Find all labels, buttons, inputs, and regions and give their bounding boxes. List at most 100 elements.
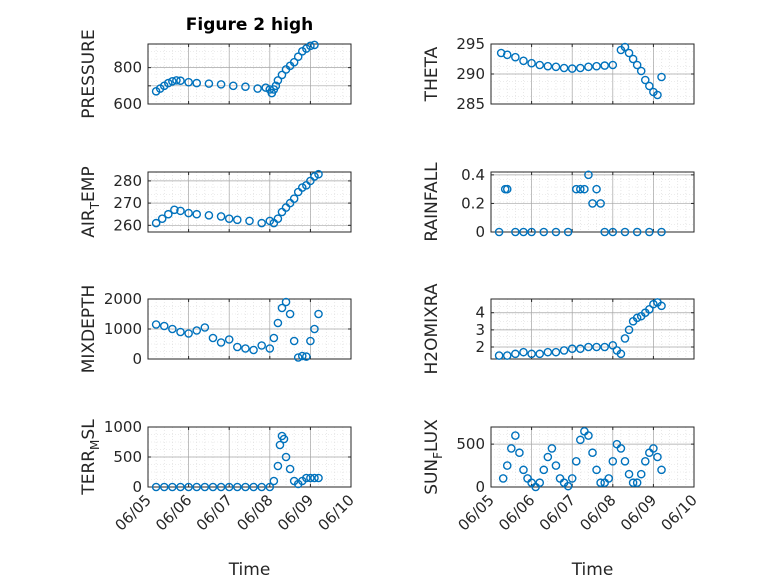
data-point (233, 342, 242, 352)
y-axis-label-subscript: T (88, 201, 102, 210)
data-point (184, 208, 193, 218)
data-point (273, 214, 283, 223)
data-point (302, 473, 311, 483)
data-point (265, 482, 275, 492)
data-point (547, 444, 557, 453)
y-tick-label: 285 (456, 95, 485, 113)
data-point (273, 76, 283, 85)
data-point (600, 342, 609, 352)
data-point (257, 482, 266, 492)
data-point (269, 333, 279, 343)
data-point (657, 465, 666, 475)
y-axis-label: TERRMSL (79, 419, 102, 496)
subplot-4: 0 0.2 0.4 RAINFALL (422, 162, 695, 242)
data-point (551, 227, 561, 237)
data-point (200, 482, 210, 492)
y-tick-label: 295 (456, 35, 485, 53)
chart-title: Figure 2 high (186, 15, 314, 35)
y-axis-label: RAINFALL (422, 162, 442, 242)
data-point (279, 434, 289, 444)
data-point (176, 206, 185, 216)
subplot-3: 260 270 280 AIRTEMP (79, 166, 352, 238)
data-point (584, 342, 593, 352)
data-point (551, 461, 561, 470)
data-point (257, 341, 266, 350)
data-point (624, 48, 634, 58)
subplot-1: 600 800 PRESSURE Figure 2 high (79, 15, 352, 119)
data-point (571, 456, 581, 466)
data-point (168, 76, 177, 86)
y-tick-label: 290 (456, 65, 485, 83)
data-point (640, 456, 650, 466)
data-point (233, 215, 242, 225)
y-tick-label: 2 (475, 338, 485, 356)
data-point (253, 84, 262, 93)
data-point (576, 344, 585, 354)
data-point (271, 81, 281, 91)
y-axis-label-main: TERR (79, 450, 99, 496)
data-point (275, 440, 285, 450)
data-point (168, 482, 177, 492)
data-point (592, 342, 601, 352)
data-point (281, 452, 291, 462)
data-point (151, 320, 161, 329)
data-point (584, 170, 593, 180)
y-tick-label: 0 (132, 478, 142, 496)
data-point (539, 465, 549, 475)
y-tick-label: 260 (113, 216, 142, 234)
data-point (176, 327, 185, 337)
data-point (649, 299, 658, 309)
y-tick-label: 0.2 (461, 194, 485, 212)
data-point (653, 452, 662, 462)
data-point (563, 481, 573, 491)
y-tick-label: 600 (113, 95, 142, 113)
data-point (208, 482, 218, 492)
data-point (551, 62, 561, 72)
data-point (657, 72, 666, 82)
data-point (269, 476, 279, 486)
data-point (502, 351, 512, 360)
y-tick-label: 0 (475, 223, 485, 241)
data-point (608, 340, 618, 350)
y-tick-label: 500 (456, 435, 485, 453)
data-point (535, 478, 545, 488)
axes-box (490, 426, 695, 488)
data-point (502, 184, 512, 194)
data-series (498, 426, 666, 492)
data-point (241, 482, 250, 492)
data-point (241, 344, 250, 353)
y-axis-label-main: SUN (422, 459, 442, 495)
y-tick-label: 0 (132, 350, 142, 368)
data-point (306, 473, 315, 483)
data-point (245, 216, 254, 226)
y-axis-label-main: MIXDEPTH (79, 285, 99, 374)
data-point (511, 52, 520, 62)
data-point (608, 60, 618, 70)
data-point (176, 76, 185, 86)
y-axis-label: MIXDEPTH (79, 285, 99, 374)
data-point (604, 474, 614, 483)
data-point (539, 227, 549, 237)
y-tick-label: 1000 (104, 418, 142, 436)
data-point (498, 474, 508, 483)
data-point (297, 351, 307, 361)
y-axis-label-tail: SL (79, 419, 99, 440)
data-series (151, 169, 323, 228)
data-point (636, 66, 646, 76)
data-point (620, 227, 630, 237)
data-point (628, 54, 638, 64)
data-point (289, 336, 299, 346)
data-point (584, 431, 593, 440)
data-point (640, 75, 650, 85)
data-point (314, 473, 323, 483)
data-point (151, 482, 161, 492)
data-point (159, 321, 169, 331)
data-point (645, 304, 654, 314)
data-point (289, 57, 299, 67)
data-point (535, 349, 545, 359)
data-point (645, 227, 654, 237)
data-point (314, 309, 323, 319)
data-point (511, 349, 520, 359)
data-point (645, 81, 654, 91)
